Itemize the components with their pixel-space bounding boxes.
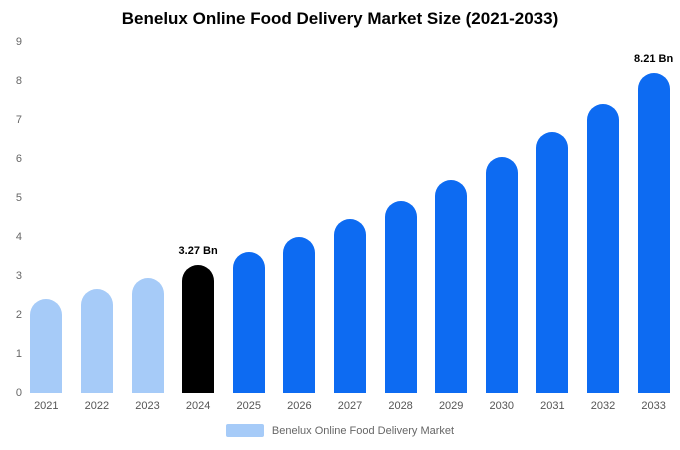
y-tick-4: 4	[15, 231, 22, 243]
x-label-2028: 2028	[388, 400, 413, 412]
y-tick-0: 0	[15, 387, 22, 399]
bar-slot-2033: 8.21 Bn	[628, 42, 679, 393]
bar-slot-2025	[223, 42, 274, 393]
bar-slot-2032	[578, 42, 629, 393]
bar-slot-2030	[476, 42, 527, 393]
x-label-2025: 2025	[236, 400, 261, 412]
y-tick-3: 3	[15, 270, 22, 282]
bar-2029	[435, 180, 468, 393]
x-label-2022: 2022	[84, 400, 110, 412]
bar-2026	[283, 236, 316, 393]
annotation-2033: 8.21 Bn	[634, 52, 674, 65]
legend-swatch	[225, 424, 264, 437]
bar-slot-2023	[122, 42, 173, 393]
x-label-2031: 2031	[540, 400, 565, 412]
bar-slot-2028	[375, 42, 426, 393]
bar-2021	[30, 299, 63, 393]
bar-2028	[384, 200, 417, 393]
y-tick-7: 7	[15, 114, 22, 126]
x-label-2024: 2024	[185, 400, 211, 412]
x-label-2029: 2029	[438, 400, 464, 412]
x-label-2033: 2033	[641, 400, 666, 412]
bar-2033	[637, 72, 670, 393]
annotation-2024: 3.27 Bn	[178, 245, 218, 258]
y-tick-5: 5	[15, 192, 22, 204]
x-label-2021: 2021	[34, 400, 59, 412]
bar-2024	[182, 265, 215, 393]
legend: Benelux Online Food Delivery Market	[0, 424, 680, 437]
y-axis: 0 1 2 3 4 5 6 7 8 9	[4, 36, 22, 399]
bar-slot-2021	[21, 42, 72, 393]
bar-slot-2027	[325, 42, 376, 393]
y-tick-1: 1	[15, 348, 22, 360]
x-label-2027: 2027	[337, 400, 363, 412]
bar-slot-2029	[426, 42, 477, 393]
bar-2030	[485, 157, 518, 393]
bar-2025	[232, 251, 265, 393]
bar-slot-2031	[527, 42, 578, 393]
bar-slot-2022	[72, 42, 123, 393]
legend-label: Benelux Online Food Delivery Market	[271, 424, 455, 437]
x-label-2023: 2023	[135, 400, 160, 412]
bar-2031	[536, 131, 569, 393]
plot-area: 3.27 Bn 8.21 Bn	[21, 42, 679, 393]
bar-2022	[80, 289, 113, 393]
y-tick-9: 9	[15, 36, 22, 48]
x-label-2026: 2026	[287, 400, 312, 412]
y-tick-2: 2	[15, 309, 22, 321]
y-tick-8: 8	[15, 75, 22, 87]
bar-2027	[333, 219, 366, 393]
x-label-2032: 2032	[590, 400, 616, 412]
bar-2023	[131, 277, 164, 393]
chart-title: Benelux Online Food Delivery Market Size…	[121, 9, 559, 28]
bar-slot-2026	[274, 42, 325, 393]
y-tick-6: 6	[15, 153, 22, 165]
bar-slot-2024: 3.27 Bn	[173, 42, 224, 393]
x-label-2030: 2030	[489, 400, 515, 412]
bar-2032	[587, 103, 619, 393]
x-axis: 2021 2022 2023 2024 2025 2026 2027 2028 2029 2030…	[21, 400, 679, 412]
